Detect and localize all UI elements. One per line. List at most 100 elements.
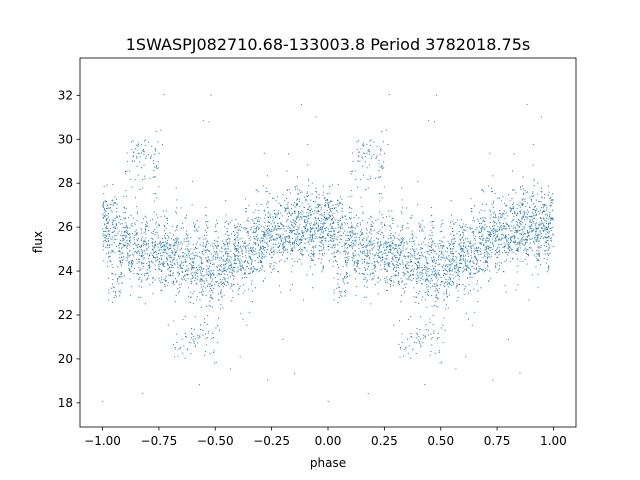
scatter-point: [142, 149, 144, 151]
scatter-point: [537, 193, 539, 195]
scatter-point: [361, 273, 363, 275]
scatter-point: [448, 277, 450, 279]
scatter-point: [455, 250, 457, 252]
scatter-point: [544, 245, 546, 247]
scatter-point: [486, 230, 488, 232]
scatter-point: [329, 216, 331, 218]
scatter-point: [428, 254, 430, 256]
scatter-point: [508, 247, 510, 249]
scatter-point: [214, 245, 216, 247]
scatter-point: [439, 231, 441, 233]
scatter-point: [112, 286, 114, 288]
scatter-point: [411, 214, 413, 216]
scatter-point: [328, 201, 330, 203]
scatter-point: [312, 260, 314, 262]
scatter-point: [202, 285, 204, 287]
scatter-point: [427, 270, 429, 272]
scatter-point: [217, 284, 219, 286]
scatter-point: [517, 243, 519, 245]
scatter-point: [378, 252, 380, 254]
scatter-point: [398, 234, 400, 236]
scatter-point: [227, 253, 229, 255]
scatter-point: [273, 265, 275, 267]
scatter-point: [213, 239, 215, 241]
scatter-point: [356, 262, 358, 264]
scatter-point: [383, 253, 385, 255]
scatter-point: [243, 227, 245, 229]
scatter-point: [425, 257, 427, 259]
scatter-point: [309, 224, 311, 226]
scatter-point: [278, 242, 280, 244]
scatter-point: [310, 199, 312, 201]
scatter-point: [548, 247, 550, 249]
scatter-point: [204, 221, 206, 223]
scatter-point: [191, 280, 193, 282]
scatter-point: [477, 290, 479, 292]
scatter-point: [443, 284, 445, 286]
scatter-point: [461, 247, 463, 249]
scatter-point: [247, 234, 249, 236]
scatter-point: [401, 237, 403, 239]
scatter-point: [447, 283, 449, 285]
scatter-point: [251, 283, 253, 285]
scatter-point: [452, 255, 454, 257]
scatter-point: [164, 235, 166, 237]
scatter-point: [304, 238, 306, 240]
scatter-point: [278, 236, 280, 238]
scatter-point: [396, 261, 398, 263]
scatter-point: [439, 243, 441, 245]
scatter-point: [294, 210, 296, 212]
scatter-point: [237, 243, 239, 245]
scatter-point: [138, 267, 140, 269]
scatter-point: [139, 161, 141, 163]
scatter-point: [349, 218, 351, 220]
scatter-point: [337, 223, 339, 225]
scatter-point: [176, 280, 178, 282]
scatter-point: [474, 273, 476, 275]
scatter-point: [455, 222, 457, 224]
scatter-point: [358, 140, 360, 142]
scatter-point: [262, 240, 264, 242]
scatter-point: [494, 213, 496, 215]
scatter-point: [390, 227, 392, 229]
scatter-point: [395, 274, 397, 276]
scatter-point: [299, 223, 301, 225]
scatter-point: [127, 257, 129, 259]
scatter-point: [151, 260, 153, 262]
scatter-point: [370, 241, 372, 243]
scatter-point: [292, 249, 294, 251]
scatter-point: [483, 210, 485, 212]
scatter-point: [513, 235, 515, 237]
scatter-point: [522, 235, 524, 237]
scatter-point: [306, 211, 308, 213]
scatter-point: [135, 244, 137, 246]
scatter-point: [402, 249, 404, 251]
scatter-point: [277, 212, 279, 214]
scatter-point: [408, 275, 410, 277]
scatter-point: [348, 258, 350, 260]
scatter-point: [199, 279, 201, 281]
scatter-point: [131, 160, 133, 162]
scatter-point: [410, 279, 412, 281]
scatter-point: [198, 267, 200, 269]
scatter-point: [411, 254, 413, 256]
scatter-point: [314, 264, 316, 266]
scatter-point: [142, 236, 144, 238]
scatter-point: [205, 238, 207, 240]
scatter-point: [139, 269, 141, 271]
scatter-point: [540, 246, 542, 248]
scatter-point: [481, 227, 483, 229]
scatter-point: [366, 281, 368, 283]
scatter-point: [462, 245, 464, 247]
scatter-point: [521, 221, 523, 223]
scatter-point: [222, 259, 224, 261]
scatter-point: [123, 256, 125, 258]
scatter-point: [331, 226, 333, 228]
scatter-point: [291, 232, 293, 234]
scatter-point: [231, 274, 233, 276]
scatter-point: [146, 248, 148, 250]
scatter-point: [488, 226, 490, 228]
scatter-point: [413, 253, 415, 255]
scatter-point: [345, 234, 347, 236]
scatter-point: [154, 244, 156, 246]
